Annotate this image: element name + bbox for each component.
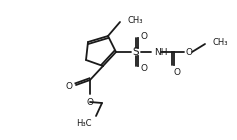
Text: O: O [174, 68, 181, 77]
Text: CH₃: CH₃ [128, 16, 143, 24]
Text: H₃C: H₃C [77, 119, 92, 128]
Text: O: O [186, 47, 193, 57]
Text: O: O [65, 81, 72, 90]
Text: S: S [133, 47, 139, 57]
Text: O: O [87, 98, 94, 107]
Text: O: O [141, 32, 148, 40]
Text: NH: NH [154, 47, 168, 57]
Text: O: O [141, 64, 148, 73]
Text: CH₃: CH₃ [213, 38, 228, 46]
